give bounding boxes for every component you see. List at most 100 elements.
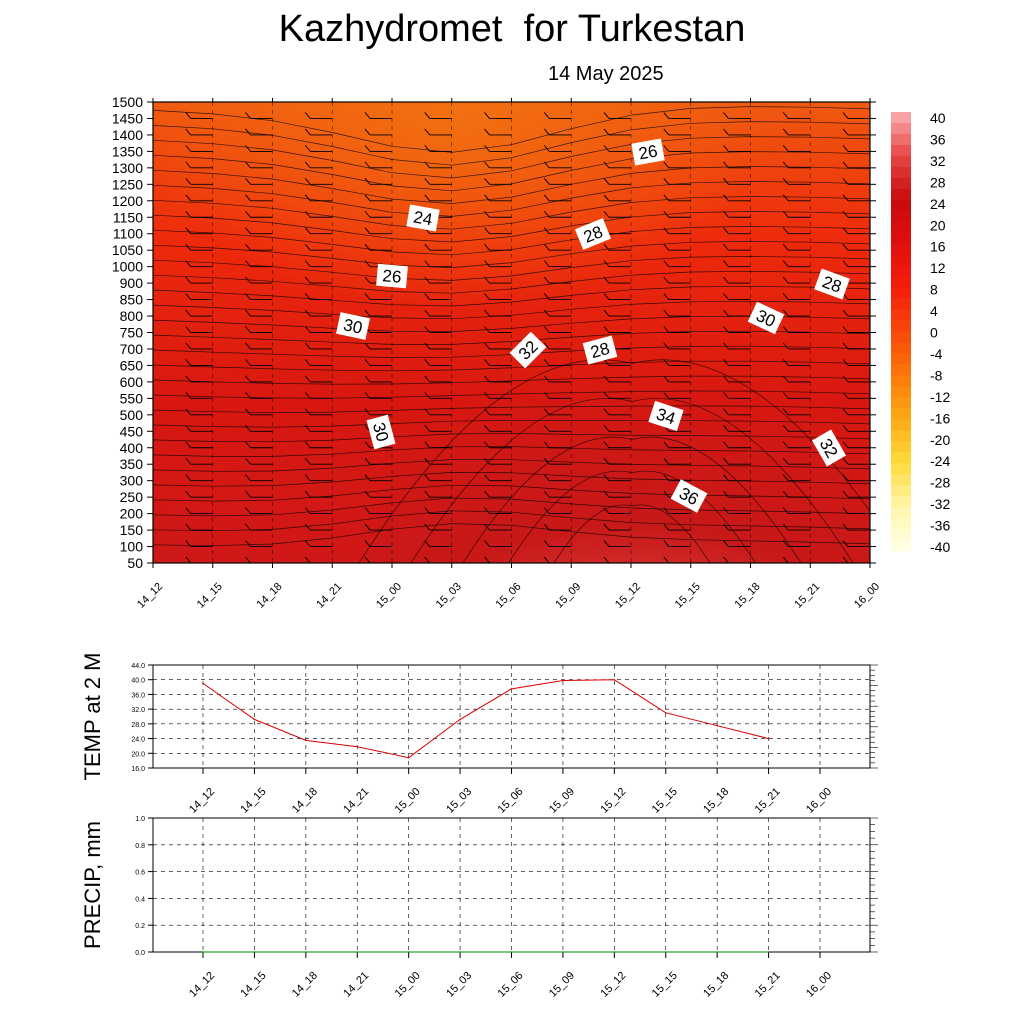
- wind-barb: [543, 260, 572, 268]
- x-time-label: 14_15: [238, 970, 268, 1000]
- x-time-label: 15_06: [496, 786, 526, 816]
- x-time-label: 15_15: [650, 786, 680, 816]
- colorbar-tick-label: 0: [930, 325, 938, 341]
- colorbar-swatch: [891, 496, 911, 508]
- wind-barb: [304, 408, 333, 416]
- x-time-label: 15_21: [753, 970, 783, 1000]
- panel-ylabel: TEMP at 2 M: [80, 653, 105, 781]
- wind-barb: [842, 178, 870, 185]
- wind-barb: [663, 260, 691, 268]
- wind-barb: [842, 194, 870, 202]
- wind-barb: [185, 326, 213, 333]
- wind-barb: [304, 359, 333, 366]
- series-point: [613, 678, 616, 681]
- wind-barb: [484, 523, 512, 531]
- wind-barb: [663, 556, 691, 563]
- wind-barb: [364, 523, 392, 531]
- y-level-label: 1500: [112, 94, 143, 110]
- wind-barb: [484, 457, 512, 465]
- wind-barb: [603, 490, 631, 498]
- wind-barb: [185, 194, 213, 202]
- wind-barb: [543, 408, 572, 416]
- wind-barb: [543, 210, 572, 218]
- x-time-label: 15_15: [650, 970, 680, 1000]
- wind-barb: [484, 178, 512, 185]
- wind-barb: [304, 375, 333, 383]
- contour-label-text: 30: [369, 421, 392, 444]
- wind-barb: [484, 326, 512, 333]
- wind-barb: [185, 293, 213, 301]
- colorbar-swatch: [891, 166, 911, 179]
- colorbar-tick-label: -36: [930, 518, 950, 534]
- wind-barb: [603, 194, 631, 202]
- wind-barb: [842, 441, 870, 449]
- wind-barb: [245, 326, 273, 333]
- wind-barb: [185, 359, 213, 366]
- colorbar-swatch: [891, 397, 911, 409]
- wind-barb: [364, 178, 392, 185]
- wind-barb: [484, 408, 512, 416]
- wind-barb: [185, 243, 213, 251]
- wind-barb: [304, 276, 333, 284]
- y-level-label: 1150: [113, 209, 143, 225]
- wind-barb: [364, 210, 392, 218]
- wind-barb: [543, 178, 572, 185]
- colorbar-tick-label: 24: [930, 196, 946, 212]
- wind-barb: [842, 490, 870, 498]
- wind-barb: [543, 309, 572, 317]
- wind-barb: [723, 490, 751, 498]
- contour-label: 24: [406, 204, 440, 232]
- wind-barb: [364, 145, 392, 152]
- wind-barb: [364, 161, 392, 169]
- wind-barb: [603, 243, 631, 251]
- wind-barb: [245, 161, 273, 169]
- wind-barb: [603, 540, 631, 547]
- colorbar-swatch: [891, 386, 911, 398]
- wind-barb: [304, 540, 333, 547]
- y-level-label: 600: [120, 374, 144, 390]
- wind-barb: [185, 309, 213, 317]
- wind-barb: [364, 441, 392, 449]
- colorbar-swatch: [891, 243, 911, 256]
- x-time-label: 15_12: [613, 581, 643, 611]
- wind-barb: [364, 392, 392, 399]
- wind-barb: [424, 408, 452, 416]
- wind-barb: [484, 490, 512, 498]
- colorbar-swatch: [891, 133, 911, 146]
- chart-title: Kazhydromet for Turkestan: [278, 8, 746, 50]
- wind-barb: [304, 145, 333, 152]
- wind-barb: [723, 359, 751, 366]
- contour-label: 26: [631, 138, 665, 166]
- wind-barb: [185, 178, 213, 185]
- wind-barb: [842, 474, 870, 482]
- y-tick-label: 36.0: [131, 692, 145, 699]
- contour-label-box: [814, 268, 850, 300]
- wind-barb: [245, 474, 273, 482]
- wind-barb: [543, 293, 572, 301]
- wind-barbs: [185, 102, 870, 563]
- contour-label-box: [747, 301, 785, 335]
- colorbar-tick-label: 12: [930, 260, 946, 276]
- wind-barb: [304, 161, 333, 169]
- wind-barb: [603, 161, 631, 169]
- wind-barb: [723, 540, 751, 547]
- wind-barb: [364, 490, 392, 498]
- wind-barb: [245, 556, 273, 563]
- contour-label-box: [670, 479, 708, 513]
- wind-barb: [603, 210, 631, 218]
- wind-barb: [424, 375, 452, 383]
- wind-barb: [723, 507, 751, 515]
- contour-line: [153, 419, 870, 428]
- wind-barb: [543, 441, 572, 449]
- y-tick-label: 0.6: [135, 870, 145, 877]
- y-level-label: 750: [120, 325, 144, 341]
- wind-barb: [663, 375, 691, 383]
- wind-barb: [663, 112, 691, 119]
- colorbar-swatch: [891, 155, 911, 168]
- wind-barb: [304, 441, 333, 449]
- wind-barb: [723, 326, 751, 333]
- colorbar-swatch: [891, 199, 911, 212]
- wind-barb: [782, 556, 811, 563]
- wind-barb: [185, 161, 213, 169]
- wind-barb: [842, 145, 870, 152]
